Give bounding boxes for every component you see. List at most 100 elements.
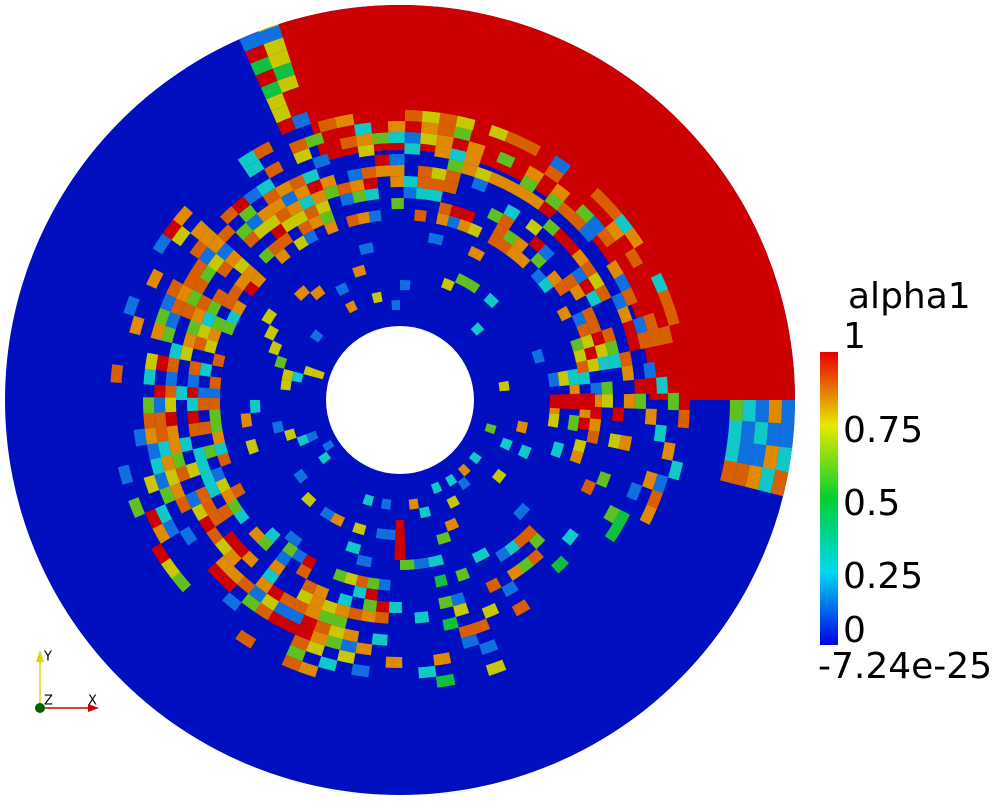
field-cell — [544, 192, 564, 211]
legend-label: 1 — [843, 316, 866, 357]
field-cell — [319, 210, 335, 225]
field-cell — [217, 224, 236, 243]
field-cell — [657, 289, 675, 310]
field-cell — [266, 92, 288, 112]
field-cell — [430, 481, 443, 494]
field-cell — [296, 588, 314, 605]
field-cell — [291, 598, 309, 615]
field-cell — [501, 178, 520, 195]
field-cell — [639, 504, 657, 525]
field-cell — [160, 454, 176, 472]
field-cell — [293, 468, 309, 484]
field-cell — [324, 635, 343, 650]
field-cell — [190, 220, 210, 240]
field-cell — [236, 575, 256, 594]
field-cell — [284, 428, 297, 441]
field-cell — [322, 440, 335, 452]
field-cell — [530, 252, 547, 269]
field-cell — [504, 539, 521, 556]
field-cell — [561, 528, 579, 546]
field-cell — [245, 213, 264, 231]
field-cell — [261, 567, 280, 585]
field-cell — [288, 137, 309, 155]
field-cell — [585, 289, 602, 307]
field-cell — [165, 411, 178, 427]
field-cell — [668, 460, 684, 481]
field-cell — [544, 164, 565, 184]
field-cell — [389, 164, 405, 177]
field-cell — [513, 184, 533, 202]
field-cell — [335, 282, 350, 297]
field-cell — [301, 168, 320, 185]
field-cell — [275, 550, 292, 567]
field-cell — [646, 489, 663, 510]
field-cell — [576, 360, 589, 374]
field-cell — [483, 292, 499, 309]
field-cell — [403, 176, 418, 188]
field-cell — [245, 438, 259, 455]
field-cell — [162, 219, 182, 240]
field-cell — [240, 413, 253, 428]
field-cell — [250, 56, 274, 76]
field-cell — [576, 322, 592, 339]
field-cell — [563, 193, 584, 213]
field-cell — [619, 351, 633, 368]
field-cell — [239, 31, 265, 52]
field-cell — [209, 409, 222, 422]
field-cell — [175, 465, 191, 483]
field-cell — [391, 197, 404, 210]
field-cell — [458, 623, 476, 639]
field-cell — [626, 334, 641, 352]
field-cell — [375, 165, 391, 178]
field-cell — [547, 372, 560, 387]
field-cell — [290, 634, 310, 651]
field-cell — [221, 294, 238, 311]
field-cell — [214, 537, 233, 556]
field-cell — [485, 659, 507, 676]
field-cell — [224, 249, 242, 268]
field-cell — [632, 316, 648, 335]
field-cell — [617, 305, 633, 324]
field-cell — [209, 388, 221, 400]
field-cell — [438, 202, 453, 216]
field-cell — [162, 518, 180, 538]
field-cell — [378, 578, 391, 591]
field-cell — [492, 223, 509, 240]
field-cell — [497, 213, 515, 230]
y-arrow — [36, 650, 44, 662]
field-cell — [284, 530, 303, 548]
field-cell — [143, 474, 160, 494]
field-cell — [524, 165, 545, 184]
field-cell — [293, 184, 311, 201]
field-cell — [171, 571, 191, 593]
field-cell — [361, 166, 377, 180]
field-cell — [347, 607, 363, 621]
field-cell — [210, 420, 223, 434]
field-cell — [271, 104, 292, 124]
field-cell — [766, 422, 782, 448]
field-cell — [312, 153, 331, 169]
field-cell — [248, 526, 265, 543]
field-cell — [254, 602, 274, 621]
field-cell — [362, 598, 378, 612]
field-cell — [321, 599, 338, 615]
field-cell — [549, 393, 595, 411]
field-cell — [366, 577, 380, 590]
field-cell — [481, 603, 500, 619]
field-cell — [256, 178, 276, 197]
field-cell — [207, 562, 227, 582]
field-cell — [327, 624, 346, 640]
field-cell — [526, 548, 544, 566]
field-cell — [286, 99, 307, 118]
field-cell — [169, 481, 186, 501]
field-cell — [188, 360, 202, 376]
field-cell — [553, 279, 570, 297]
field-cell — [355, 575, 369, 589]
field-cell — [487, 207, 504, 224]
field-cell — [318, 656, 338, 672]
field-cell — [418, 665, 437, 679]
field-cell — [152, 523, 171, 544]
field-cell — [264, 527, 281, 544]
field-cell — [471, 177, 489, 193]
field-cell — [390, 175, 405, 188]
